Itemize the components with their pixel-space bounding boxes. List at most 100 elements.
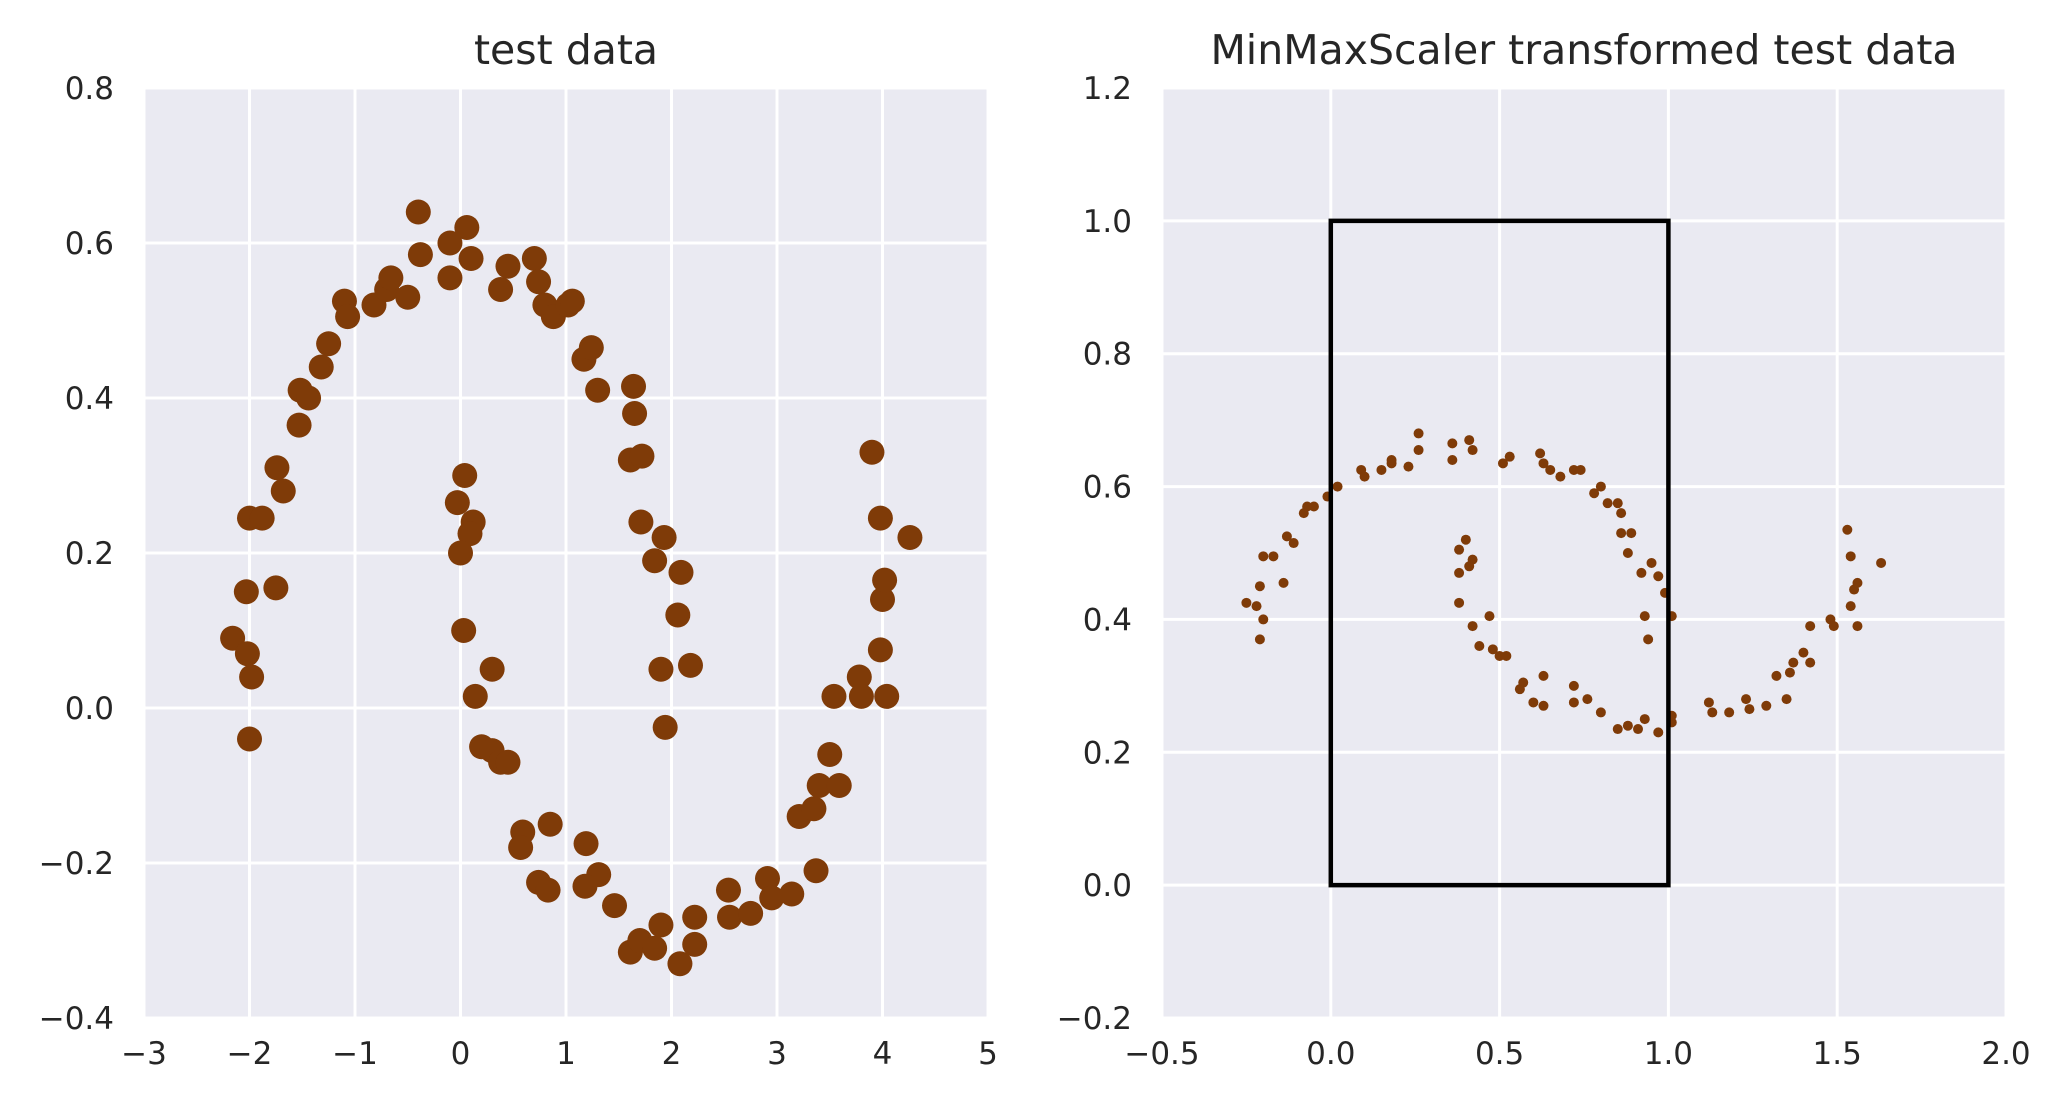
data-point (296, 385, 322, 411)
tick-labels: −0.5 0.0 0.5 1.0 1.5 2.0 −0.2 0.0 0.2 0.4 0.6 0.8 1.… (1057, 71, 2031, 1072)
data-point (1595, 481, 1606, 492)
data-point (1616, 508, 1627, 519)
data-point (1464, 435, 1475, 446)
x-tick-label: 5 (978, 1036, 998, 1072)
data-point (1254, 581, 1265, 592)
data-point (462, 683, 488, 709)
data-point (1413, 445, 1424, 456)
y-tick-label: 0.2 (1083, 735, 1132, 771)
data-point (622, 401, 648, 426)
data-point (1258, 551, 1269, 562)
data-point (1535, 448, 1546, 459)
data-point (1308, 501, 1319, 512)
data-point (715, 877, 741, 903)
data-point (897, 525, 923, 550)
data-point (755, 866, 781, 891)
x-tick-label: 4 (873, 1036, 893, 1072)
scatter-points (1241, 428, 1887, 738)
data-point (867, 505, 893, 531)
data-point (1454, 567, 1465, 578)
data-point (1386, 455, 1397, 465)
plot-background (1162, 88, 2006, 1018)
data-point (821, 683, 847, 709)
gridlines (142, 86, 990, 1020)
y-tick-label: 0.0 (1083, 868, 1132, 904)
data-point (806, 773, 832, 798)
data-point (779, 881, 805, 907)
data-point (1460, 534, 1471, 545)
data-point (479, 656, 505, 682)
data-point (682, 904, 708, 930)
data-point (1805, 657, 1816, 668)
data-point (872, 567, 898, 593)
y-tick-label: −0.2 (1057, 1001, 1132, 1037)
chart-title: test data (474, 26, 658, 74)
data-point (629, 443, 655, 469)
chart-title: MinMaxScaler transformed test data (1210, 26, 1957, 74)
data-point (1616, 528, 1627, 539)
data-point (1545, 464, 1556, 475)
data-point (642, 548, 668, 574)
data-point (444, 490, 470, 516)
data-point (1639, 611, 1650, 622)
data-point (585, 377, 611, 403)
x-tick-label: −1 (332, 1036, 378, 1072)
data-point (668, 559, 694, 585)
data-point (234, 641, 260, 667)
y-tick-label: 1.0 (1083, 204, 1132, 240)
data-point (1487, 644, 1498, 655)
data-point (220, 625, 246, 651)
data-point (1805, 621, 1816, 632)
x-tick-label: 0.5 (1475, 1036, 1524, 1072)
y-tick-label: 0.8 (1083, 337, 1132, 373)
data-point (677, 652, 703, 678)
data-point (378, 265, 404, 291)
data-point (1376, 464, 1387, 475)
data-point (1771, 670, 1782, 681)
data-point (521, 246, 547, 271)
data-point (1828, 621, 1839, 632)
data-point (451, 618, 477, 643)
data-point (1781, 694, 1792, 705)
data-point (1504, 451, 1515, 462)
y-tick-label: 1.2 (1083, 71, 1132, 107)
data-point (1612, 498, 1623, 509)
data-point (286, 412, 312, 438)
x-tick-label: 2.0 (1981, 1036, 2030, 1072)
data-point (1643, 634, 1654, 645)
data-point (1528, 697, 1539, 708)
data-point (1582, 694, 1593, 705)
data-point (1254, 634, 1265, 645)
panel-minmaxscaler-transformed: −0.5 0.0 0.5 1.0 1.5 2.0 −0.2 0.0 0.2 0.4 0.6 0.8 1.… (1057, 26, 2031, 1072)
y-tick-label: 0.4 (65, 381, 114, 417)
data-point (535, 877, 561, 903)
data-point (1612, 724, 1623, 735)
data-point (249, 505, 275, 531)
data-point (1538, 700, 1549, 711)
y-tick-label: 0.8 (65, 71, 114, 107)
y-tick-label: 0.2 (65, 536, 114, 572)
data-point (1741, 694, 1752, 705)
data-point (1724, 707, 1735, 718)
data-point (1403, 461, 1414, 472)
data-point (652, 714, 678, 740)
data-point (1467, 621, 1478, 632)
data-point (1646, 557, 1657, 568)
data-point (495, 749, 521, 775)
data-point (738, 900, 764, 926)
data-point (1447, 455, 1458, 465)
data-point (628, 509, 654, 535)
data-point (1703, 697, 1714, 708)
data-point (457, 521, 483, 547)
data-point (1501, 650, 1512, 661)
data-point (1454, 544, 1465, 555)
y-tick-label: −0.2 (39, 846, 114, 882)
data-point (448, 540, 473, 566)
data-point (1595, 707, 1606, 718)
data-point (233, 579, 259, 605)
data-point (454, 215, 480, 240)
data-point (458, 246, 484, 271)
panel-test-data: −3 −2 −1 0 1 2 3 4 5 −0.4 −0.2 0.0 0.2 0.4 0.6 0.8 test… (39, 26, 998, 1072)
data-point (717, 904, 743, 930)
